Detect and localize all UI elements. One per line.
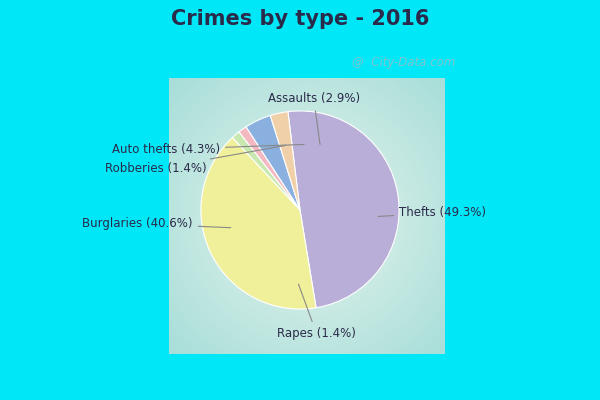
Wedge shape xyxy=(246,116,300,210)
Text: Assaults (2.9%): Assaults (2.9%) xyxy=(268,92,360,144)
Text: Burglaries (40.6%): Burglaries (40.6%) xyxy=(82,217,231,230)
Wedge shape xyxy=(288,111,399,308)
Text: Rapes (1.4%): Rapes (1.4%) xyxy=(277,284,356,340)
Wedge shape xyxy=(201,138,316,309)
Text: @  City-Data.com: @ City-Data.com xyxy=(352,56,455,68)
Wedge shape xyxy=(270,112,300,210)
Text: Auto thefts (4.3%): Auto thefts (4.3%) xyxy=(112,143,304,156)
Wedge shape xyxy=(239,127,300,210)
Text: Robberies (1.4%): Robberies (1.4%) xyxy=(105,146,286,175)
Text: Crimes by type - 2016: Crimes by type - 2016 xyxy=(171,9,429,29)
Text: Thefts (49.3%): Thefts (49.3%) xyxy=(378,206,486,219)
Wedge shape xyxy=(232,132,300,210)
